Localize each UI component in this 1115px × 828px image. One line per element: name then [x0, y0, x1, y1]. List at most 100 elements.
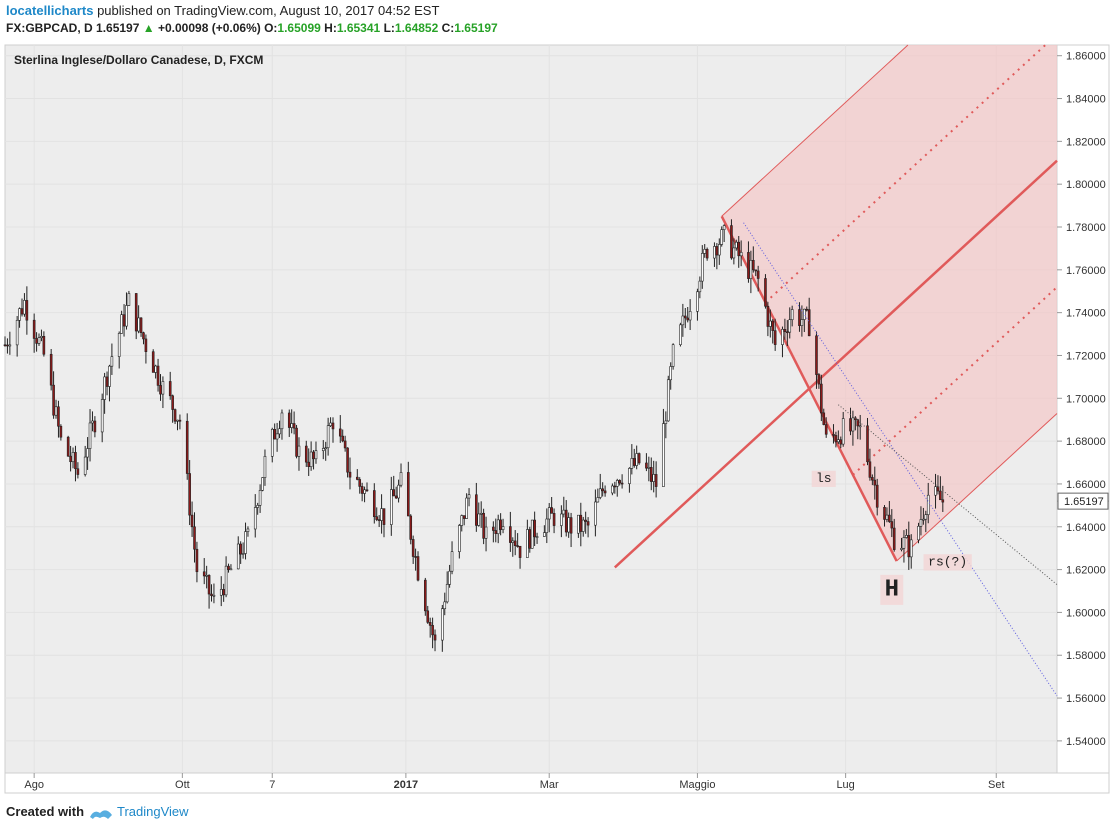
candle-down — [365, 489, 369, 492]
candle-up — [458, 525, 461, 552]
candle-down — [866, 425, 869, 463]
candle-up — [246, 528, 250, 532]
y-tick-label: 1.74000 — [1066, 308, 1106, 320]
candle-up — [924, 514, 928, 520]
candle-down — [190, 514, 194, 528]
candle-up — [732, 247, 736, 259]
candle-down — [890, 521, 894, 529]
candle-down — [766, 305, 770, 327]
candle-up — [530, 519, 534, 549]
candle-down — [705, 248, 709, 259]
published-text: published on TradingView.com, August 10,… — [97, 3, 440, 18]
candle-up — [662, 423, 665, 487]
low-label: L: — [383, 21, 395, 35]
candle-up — [127, 293, 131, 306]
candle-up — [919, 519, 923, 527]
candle-down — [25, 300, 29, 321]
candle-down — [295, 427, 298, 457]
candle-up — [54, 406, 58, 416]
tradingview-logo-icon — [90, 810, 112, 819]
candle-up — [258, 490, 262, 506]
candle-down — [875, 484, 879, 508]
candle-up — [103, 376, 106, 400]
candle-up — [443, 601, 447, 610]
candle-down — [144, 338, 148, 352]
current-price-label: 1.65197 — [1064, 496, 1104, 508]
candle-up — [885, 514, 889, 520]
candle-up — [547, 507, 551, 520]
candle-up — [717, 244, 721, 256]
candle-down — [210, 593, 213, 597]
candle-down — [431, 625, 434, 636]
x-tick-label: Mar — [540, 779, 559, 791]
candle-up — [905, 535, 908, 538]
candle-up — [543, 532, 546, 537]
time-axis[interactable] — [4, 772, 1110, 794]
candle-down — [516, 545, 519, 547]
candle-up — [713, 246, 716, 259]
y-tick-label: 1.78000 — [1066, 222, 1106, 234]
y-tick-label: 1.80000 — [1066, 179, 1106, 191]
candle-down — [773, 330, 777, 345]
candle-up — [688, 311, 692, 321]
candle-down — [159, 385, 162, 395]
candle-down — [407, 472, 410, 517]
candle-up — [681, 315, 685, 326]
candle-up — [390, 489, 393, 525]
candle-down — [69, 455, 72, 463]
pitchfork-lower-tine — [896, 413, 1058, 562]
y-tick-label: 1.56000 — [1066, 693, 1106, 705]
y-tick-label: 1.62000 — [1066, 565, 1106, 577]
candle-up — [698, 280, 702, 293]
candle-up — [40, 336, 43, 338]
candle-up — [922, 518, 925, 521]
candle-up — [669, 366, 672, 381]
candle-up — [399, 472, 403, 486]
candle-down — [764, 278, 767, 307]
candle-down — [613, 485, 617, 488]
candle-up — [450, 551, 454, 572]
candle-down — [649, 467, 653, 482]
candle-down — [754, 269, 758, 272]
y-tick-label: 1.82000 — [1066, 136, 1106, 148]
candle-up — [88, 422, 92, 449]
candle-down — [178, 419, 182, 422]
candle-down — [134, 293, 138, 332]
tradingview-brand[interactable]: TradingView — [117, 804, 189, 819]
candle-down — [409, 515, 413, 540]
x-tick-label: 2017 — [394, 779, 418, 791]
candle-up — [261, 477, 264, 491]
candle-down — [856, 419, 860, 427]
candle-down — [105, 376, 109, 387]
candle-down — [287, 412, 291, 428]
candle-up — [909, 539, 913, 558]
candle-up — [460, 515, 464, 526]
candle-down — [752, 259, 755, 271]
candle-up — [611, 485, 614, 494]
candle-up — [15, 319, 19, 346]
candle-down — [509, 526, 512, 543]
candle-down — [273, 429, 276, 440]
candle-down — [552, 513, 556, 526]
x-tick-label: Lug — [836, 779, 854, 791]
price-chart[interactable]: 1.86000 1.84000 1.82000 1.80000 1.78000 1.760… — [0, 40, 1115, 800]
candle-down — [756, 270, 760, 279]
candle-up — [205, 575, 208, 577]
candle-up — [917, 525, 920, 541]
candle-down — [564, 509, 568, 533]
candle-down — [730, 225, 733, 259]
candle-up — [934, 486, 937, 496]
candle-down — [499, 519, 502, 530]
candle-down — [343, 440, 347, 449]
candle-down — [338, 428, 342, 437]
candle-up — [363, 489, 366, 494]
candle-down — [348, 471, 352, 478]
candle-up — [445, 584, 449, 603]
candle-down — [239, 543, 242, 555]
chart-area[interactable]: 1.86000 1.84000 1.82000 1.80000 1.78000 1.760… — [0, 40, 1115, 800]
candle-up — [37, 337, 41, 344]
author-link[interactable]: locatellicharts — [6, 3, 94, 18]
price-axis[interactable] — [1056, 44, 1110, 774]
y-tick-label: 1.76000 — [1066, 265, 1106, 277]
candle-down — [798, 309, 801, 326]
